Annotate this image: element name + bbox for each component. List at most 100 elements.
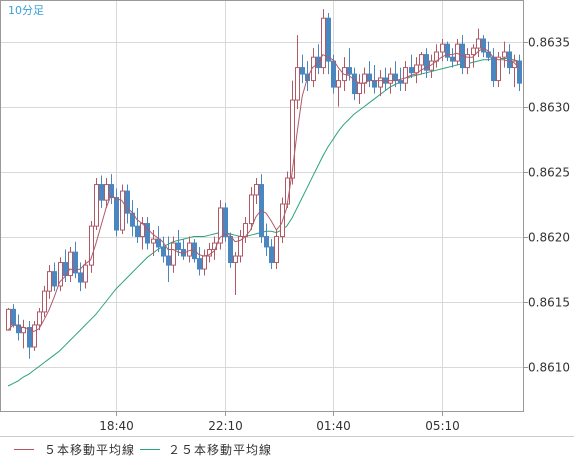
candle: [321, 9, 326, 75]
candle-body-down: [393, 73, 398, 82]
candle-body-down: [109, 184, 114, 199]
candle-body-down: [16, 324, 21, 334]
candle-body-down: [78, 272, 83, 283]
candle-body-up: [218, 207, 223, 244]
candle: [517, 54, 522, 91]
candle-body-down: [347, 67, 352, 75]
candle: [274, 230, 279, 270]
candle: [352, 67, 357, 101]
candle: [32, 321, 37, 351]
candle: [218, 200, 223, 250]
candle: [58, 257, 63, 292]
candle: [465, 48, 470, 75]
candle-body-down: [398, 80, 403, 84]
candle: [83, 259, 88, 289]
candle-body-up: [414, 64, 419, 74]
candle-body-down: [52, 271, 57, 287]
candle: [47, 265, 52, 299]
x-axis: 18:40 22:10 01:40 05:10: [99, 412, 460, 433]
candle: [502, 41, 507, 68]
candle-body-down: [352, 73, 357, 95]
candle-body-up: [357, 82, 362, 95]
candle-body-down: [450, 56, 455, 62]
candle: [414, 57, 419, 84]
candle: [496, 51, 501, 88]
candle-body-up: [6, 308, 11, 331]
candle-body-up: [47, 271, 52, 292]
ma5-layer: [7, 47, 520, 332]
y-tick-label: 0.8620: [528, 231, 570, 245]
candle: [171, 236, 176, 273]
candle: [512, 54, 517, 88]
candle: [233, 252, 238, 296]
candle-body-down: [445, 43, 450, 58]
candle-body-up: [37, 311, 42, 326]
candle: [450, 48, 455, 68]
candle-body-down: [114, 197, 119, 231]
candle: [68, 246, 73, 283]
x-tick-label: 22:10: [208, 419, 243, 433]
candle-body-down: [326, 17, 331, 62]
candle: [156, 226, 161, 253]
candle-body-down: [372, 80, 377, 88]
candle-body-up: [455, 43, 460, 62]
candle: [424, 48, 429, 78]
candle: [120, 184, 125, 234]
candle-body-down: [481, 38, 486, 53]
candle-body-down: [517, 60, 522, 84]
ma5-line: [7, 47, 520, 332]
candle: [507, 44, 512, 75]
y-tick-label: 0.8615: [528, 296, 570, 310]
y-tick-label: 0.8630: [528, 101, 570, 115]
candle-body-down: [135, 225, 140, 238]
candle-body-up: [58, 262, 63, 287]
candle: [295, 35, 300, 110]
candle: [300, 54, 305, 84]
candle: [6, 308, 11, 331]
candle-body-up: [274, 236, 279, 264]
y-tick-label: 0.8635: [528, 36, 570, 50]
candle-body-up: [233, 255, 238, 264]
candle-body-down: [145, 223, 150, 244]
candle-body-up: [171, 242, 176, 266]
candle-body-up: [68, 251, 73, 277]
candle: [440, 38, 445, 62]
candle: [52, 262, 57, 292]
candle: [166, 236, 171, 283]
candle: [326, 12, 331, 75]
candle-body-down: [507, 51, 512, 69]
candle-body-up: [32, 324, 37, 348]
candle-body-down: [166, 255, 171, 266]
candle: [161, 236, 166, 263]
legend: ５本移動平均線 ２５本移動平均線: [14, 442, 271, 457]
candle: [27, 321, 32, 359]
candle: [223, 202, 228, 242]
candle-body-up: [512, 60, 517, 69]
candle: [238, 230, 243, 263]
candle-body-down: [156, 238, 161, 248]
candle-body-up: [465, 54, 470, 69]
candle-body-up: [42, 290, 47, 313]
timeframe-label: 10分足: [8, 4, 44, 17]
candle: [259, 174, 264, 244]
candle: [249, 187, 254, 231]
candle: [476, 28, 481, 58]
candle-body-up: [502, 51, 507, 58]
candle: [264, 223, 269, 257]
candle-body-up: [120, 190, 125, 231]
x-tick-label: 01:40: [316, 419, 351, 433]
candle-body-down: [409, 67, 414, 74]
candle: [42, 285, 47, 318]
candle: [269, 239, 274, 270]
candle-body-up: [290, 99, 295, 179]
candle-body-up: [238, 236, 243, 257]
candle: [73, 241, 78, 279]
candle-body-up: [187, 242, 192, 257]
candle-body-up: [419, 54, 424, 66]
candle: [89, 220, 94, 273]
candle-body-up: [83, 264, 88, 283]
candle-body-up: [321, 17, 326, 69]
candle-body-down: [125, 190, 130, 214]
